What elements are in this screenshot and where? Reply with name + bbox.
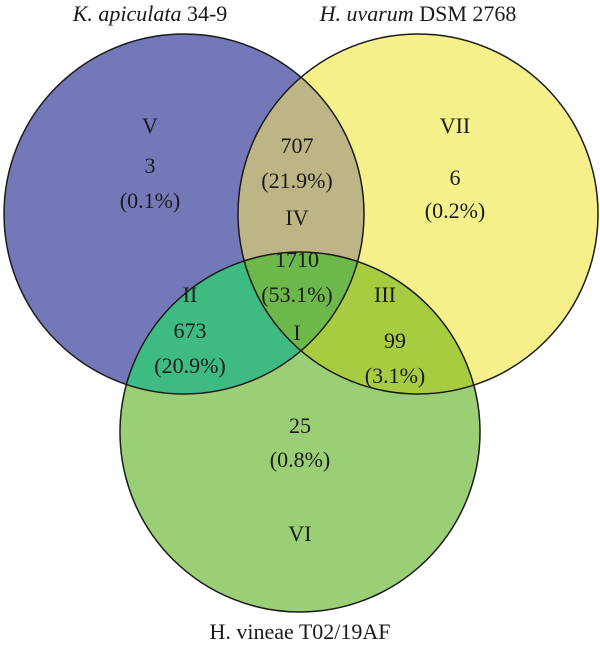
- region-count: 673: [174, 318, 207, 343]
- region-name: II: [183, 282, 198, 307]
- region-percent: (21.9%): [261, 168, 332, 193]
- set-label-plain: DSM 2768: [419, 1, 516, 26]
- region-percent: (3.1%): [365, 363, 425, 388]
- outline-a: [3, 33, 365, 395]
- region-count: 99: [384, 328, 406, 353]
- set-label-italic: H. uvarum: [319, 1, 414, 26]
- region-name: VI: [288, 521, 311, 546]
- region-name: V: [142, 113, 158, 138]
- set-label: H. vineae T02/19AF: [209, 619, 390, 644]
- region-name: III: [374, 282, 396, 307]
- set-label: H. uvarum DSM 2768: [319, 1, 517, 26]
- region-name: IV: [285, 205, 308, 230]
- set-label: K. apiculata 34-9: [72, 1, 228, 26]
- overlap-bc: [238, 252, 480, 394]
- region-count: 1710: [275, 247, 319, 272]
- region-name: I: [293, 320, 300, 345]
- region-name: VII: [440, 113, 471, 138]
- region-percent: (0.1%): [120, 188, 180, 213]
- region-percent: (0.2%): [425, 198, 485, 223]
- outline-c: [119, 251, 481, 613]
- region-count: 6: [450, 165, 461, 190]
- set-label-plain: 34-9: [187, 1, 227, 26]
- region-percent: (20.9%): [154, 353, 225, 378]
- overlap-ac: [120, 252, 364, 394]
- outline-b: [237, 33, 599, 395]
- region-count: 707: [281, 133, 314, 158]
- region-percent: (53.1%): [261, 282, 332, 307]
- region-count: 25: [289, 413, 311, 438]
- set-label-italic: K. apiculata: [72, 1, 182, 26]
- region-count: 3: [145, 153, 156, 178]
- region-percent: (0.8%): [270, 447, 330, 472]
